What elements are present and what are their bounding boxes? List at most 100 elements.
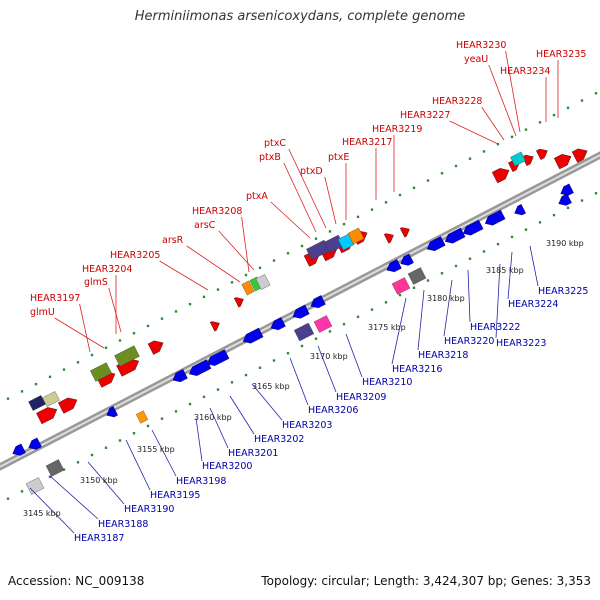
- tick-mark-forward-row: [566, 106, 570, 110]
- scale-label-3185-kbp: 3185 kbp: [486, 266, 524, 275]
- gene-box: [391, 277, 411, 295]
- tick-mark-forward-row: [300, 244, 304, 248]
- tick-mark-forward-row: [370, 208, 374, 211]
- reverse-gene-label-hear3201: HEAR3201: [228, 448, 278, 459]
- reverse-gene-arrow: [386, 259, 402, 273]
- tick-mark-reverse-row: [20, 490, 24, 493]
- tick-mark-reverse-row: [104, 446, 108, 449]
- tick-mark-forward-row: [412, 186, 416, 189]
- leader-line-hear3222: [467, 269, 471, 323]
- gene-box: [90, 362, 112, 382]
- tick-mark-forward-row: [132, 332, 136, 335]
- gene-box: [25, 477, 45, 495]
- leader-line-hear3195: [125, 439, 151, 491]
- forward-gene-label-hear3227: HEAR3227: [400, 110, 450, 121]
- tick-mark-reverse-row: [216, 388, 220, 391]
- tick-mark-forward-row: [426, 179, 430, 182]
- tick-mark-reverse-row: [580, 199, 584, 202]
- tick-mark-reverse-row: [146, 424, 150, 428]
- leader-line-hear3198: [151, 429, 177, 477]
- forward-gene-label-hear3235: HEAR3235: [536, 49, 586, 60]
- tick-mark-forward-row: [258, 266, 262, 269]
- tick-mark-reverse-row: [202, 395, 206, 399]
- gene-box: [135, 410, 149, 424]
- tick-mark-reverse-row: [510, 235, 514, 239]
- reverse-gene-arrow: [188, 359, 212, 376]
- tick-mark-forward-row: [202, 295, 206, 299]
- tick-mark-reverse-row: [48, 475, 52, 479]
- gene-box: [407, 267, 427, 285]
- tick-mark-forward-row: [34, 382, 38, 386]
- forward-gene-label-arsc: arsC: [194, 220, 216, 231]
- tick-mark-reverse-row: [62, 468, 66, 471]
- page-title: Herminiimonas arsenicoxydans, complete g…: [134, 9, 466, 24]
- tick-mark-reverse-row: [342, 322, 346, 326]
- forward-gene-label-hear3208: HEAR3208: [192, 206, 242, 217]
- leader-line-hear3190: [87, 461, 125, 505]
- tick-mark-reverse-row: [328, 330, 332, 333]
- reverse-gene-arrow: [172, 369, 188, 383]
- tick-mark-forward-row: [188, 302, 192, 306]
- reverse-gene-arrow: [292, 304, 310, 319]
- scale-label-3165-kbp: 3165 kbp: [252, 382, 290, 391]
- tick-mark-forward-row: [244, 273, 248, 277]
- forward-gene-label-hear3228: HEAR3228: [432, 96, 482, 107]
- leader-line-ptxa: [270, 201, 311, 239]
- leader-line-ptxb: [283, 162, 317, 233]
- leader-line-hear3209: [317, 345, 337, 393]
- leader-line-hear3197: [79, 303, 91, 353]
- tick-mark-reverse-row: [566, 206, 570, 210]
- tick-mark-forward-row: [580, 99, 584, 102]
- reverse-gene-label-hear3202: HEAR3202: [254, 434, 304, 445]
- tick-mark-reverse-row: [118, 439, 122, 442]
- tick-mark-reverse-row: [440, 272, 444, 275]
- tick-mark-reverse-row: [286, 352, 290, 355]
- leader-line-hear3224: [507, 251, 513, 300]
- leader-line-hear3216: [391, 297, 407, 365]
- forward-gene-arrow: [233, 297, 244, 308]
- tick-mark-reverse-row: [594, 192, 598, 195]
- leader-line-hear3206: [289, 357, 309, 406]
- forward-gene-label-ptxa: ptxA: [246, 191, 268, 202]
- forward-gene-arrow: [491, 168, 510, 184]
- tick-mark-forward-row: [468, 157, 472, 160]
- tick-mark-reverse-row: [6, 497, 10, 500]
- forward-gene-label-hear3197: HEAR3197: [30, 293, 80, 304]
- leader-line-hear3225: [529, 245, 539, 287]
- forward-gene-arrow: [571, 148, 588, 163]
- forward-gene-label-arsr: arsR: [162, 235, 184, 246]
- reverse-gene-arrow: [400, 253, 414, 266]
- forward-gene-label-hear3234: HEAR3234: [500, 66, 550, 77]
- reverse-gene-label-hear3218: HEAR3218: [418, 350, 468, 361]
- tick-mark-forward-row: [146, 324, 150, 328]
- tick-mark-forward-row: [62, 368, 66, 371]
- reverse-gene-arrow: [28, 437, 42, 450]
- topology-text: Topology: circular; Length: 3,424,307 bp…: [261, 574, 591, 588]
- tick-mark-forward-row: [454, 164, 458, 168]
- tick-mark-forward-row: [482, 150, 486, 153]
- tick-mark-forward-row: [174, 310, 178, 313]
- reverse-gene-arrow: [310, 295, 326, 309]
- tick-mark-forward-row: [356, 215, 360, 219]
- scale-label-3145-kbp: 3145 kbp: [23, 509, 61, 518]
- forward-gene-arrow: [58, 397, 78, 414]
- forward-gene-label-hear3204: HEAR3204: [82, 264, 132, 275]
- leader-line-hear3230: [505, 50, 521, 133]
- forward-gene-arrow: [536, 148, 548, 160]
- forward-gene-label-yeau: yeaU: [464, 54, 488, 65]
- forward-gene-arrow: [36, 407, 58, 425]
- reverse-gene-label-hear3188: HEAR3188: [98, 519, 148, 530]
- leader-line-arsc: [218, 230, 255, 271]
- forward-gene-arrow: [522, 154, 534, 166]
- leader-line-hear3200: [195, 417, 203, 462]
- tick-mark-reverse-row: [370, 308, 374, 311]
- tick-mark-reverse-row: [412, 286, 416, 289]
- reverse-gene-arrow: [270, 317, 286, 331]
- reverse-gene-label-hear3223: HEAR3223: [496, 338, 546, 349]
- leader-line-hear3187: [29, 487, 75, 534]
- tick-mark-reverse-row: [132, 432, 136, 435]
- tick-mark-forward-row: [552, 113, 556, 117]
- gene-box: [255, 274, 271, 290]
- reverse-gene-label-hear3206: HEAR3206: [308, 405, 358, 416]
